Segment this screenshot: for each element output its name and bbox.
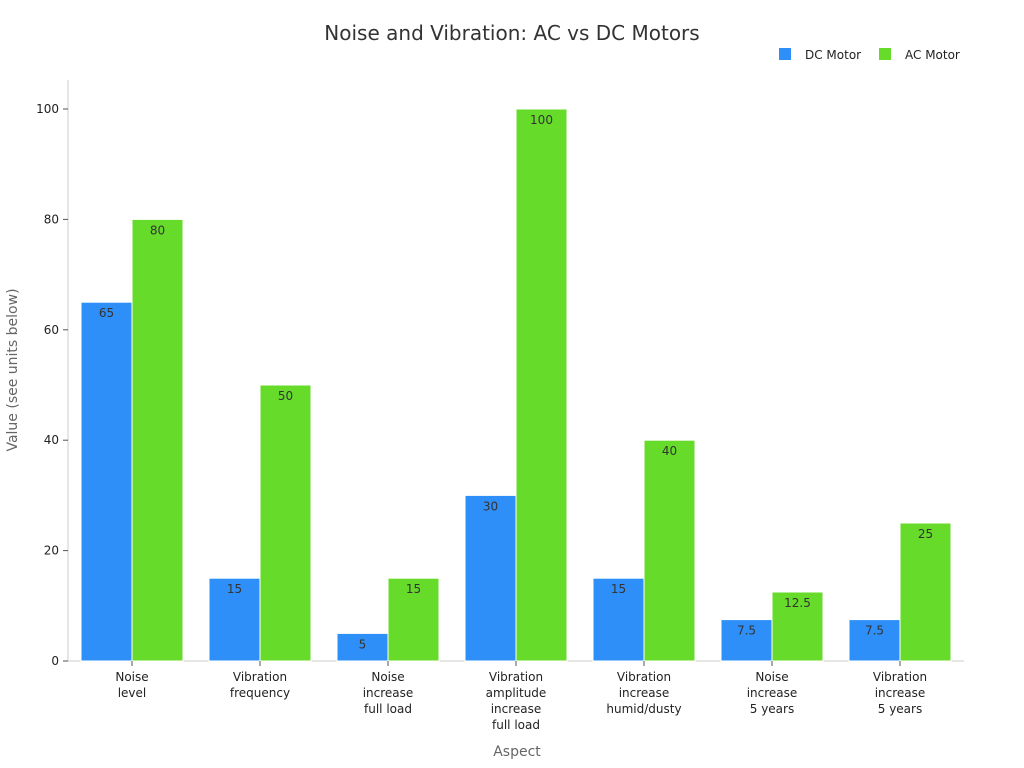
x-tick-label-line: Noise xyxy=(371,670,404,684)
y-tick-label: 60 xyxy=(44,323,59,337)
bar-value-label: 80 xyxy=(150,223,165,237)
bar-value-label: 100 xyxy=(530,113,553,127)
x-tick-label-line: frequency xyxy=(230,686,290,700)
x-axis-label: Aspect xyxy=(493,744,541,760)
x-tick-label-line: Noise xyxy=(755,670,788,684)
y-tick-label: 40 xyxy=(44,433,59,447)
x-tick-label: Noise increase 5 years xyxy=(747,670,798,716)
x-tick-label-line: increase xyxy=(363,686,414,700)
y-axis-label: Value (see units below) xyxy=(5,288,21,451)
bar-ac xyxy=(387,577,440,662)
x-tick-label-line: full load xyxy=(492,718,540,732)
bar-ac xyxy=(771,591,824,662)
y-tick-label: 100 xyxy=(36,102,59,116)
x-tick-label-line: Vibration xyxy=(873,670,927,684)
x-tick-label-line: 5 years xyxy=(878,702,922,716)
bar-value-label: 15 xyxy=(611,582,626,596)
x-tick-label-line: increase xyxy=(875,686,926,700)
legend-swatch-ac xyxy=(879,48,891,60)
x-tick-label-line: level xyxy=(118,686,147,700)
x-tick-label: Noise increase full load xyxy=(363,670,414,716)
x-tick-label-line: increase xyxy=(747,686,798,700)
bar-value-label: 7.5 xyxy=(865,624,884,638)
chart-title: Noise and Vibration: AC vs DC Motors xyxy=(324,21,699,45)
bar-value-label: 15 xyxy=(406,582,421,596)
x-tick-label-line: full load xyxy=(364,702,412,716)
bar-value-label: 15 xyxy=(227,582,242,596)
bar-ac xyxy=(515,108,568,662)
x-tick-label-line: 5 years xyxy=(750,702,794,716)
bar-value-label: 30 xyxy=(483,499,498,513)
x-tick-label: Noise level xyxy=(115,670,148,700)
bar-ac xyxy=(259,384,312,662)
bar-value-label: 5 xyxy=(359,637,367,651)
bar-dc xyxy=(336,632,389,662)
bar-value-label: 12.5 xyxy=(784,596,811,610)
legend-label-ac: AC Motor xyxy=(905,48,960,62)
x-tick-label: Vibration amplitude increase full load xyxy=(486,670,547,732)
bar-value-label: 7.5 xyxy=(737,624,756,638)
x-tick-label-line: Vibration xyxy=(233,670,287,684)
x-tick-label-line: humid/dusty xyxy=(606,702,681,716)
bar-ac xyxy=(899,522,952,662)
x-tick-label-line: increase xyxy=(619,686,670,700)
y-tick-label: 20 xyxy=(44,544,59,558)
y-axis-ticks: 0 20 40 60 80 100 xyxy=(36,102,68,668)
legend-swatch-dc xyxy=(779,48,791,60)
bar-value-label: 50 xyxy=(278,389,293,403)
x-axis-ticks: Noise level Vibration frequency Noise increas… xyxy=(115,661,927,732)
bar-dc xyxy=(464,494,517,662)
bar-value-label: 65 xyxy=(99,306,114,320)
y-tick-label: 80 xyxy=(44,212,59,226)
bar-labels: 65 15 5 30 15 7.5 7.5 80 50 15 100 40 12.5 25 xyxy=(99,113,933,651)
x-tick-label-line: Vibration xyxy=(617,670,671,684)
y-tick-label: 0 xyxy=(51,654,59,668)
x-tick-label: Vibration frequency xyxy=(230,670,290,700)
x-tick-label: Vibration increase 5 years xyxy=(873,670,927,716)
bar-value-label: 40 xyxy=(662,444,677,458)
bars xyxy=(80,108,952,662)
bar-ac xyxy=(643,439,696,662)
bar-dc xyxy=(80,301,133,662)
x-tick-label-line: Noise xyxy=(115,670,148,684)
bar-value-label: 25 xyxy=(918,527,933,541)
x-tick-label: Vibration increase humid/dusty xyxy=(606,670,681,716)
x-tick-label-line: increase xyxy=(491,702,542,716)
legend: DC Motor AC Motor xyxy=(779,48,960,62)
x-tick-label-line: Vibration xyxy=(489,670,543,684)
x-tick-label-line: amplitude xyxy=(486,686,547,700)
bar-ac xyxy=(131,218,184,662)
legend-label-dc: DC Motor xyxy=(805,48,861,62)
bar-dc xyxy=(208,577,261,662)
